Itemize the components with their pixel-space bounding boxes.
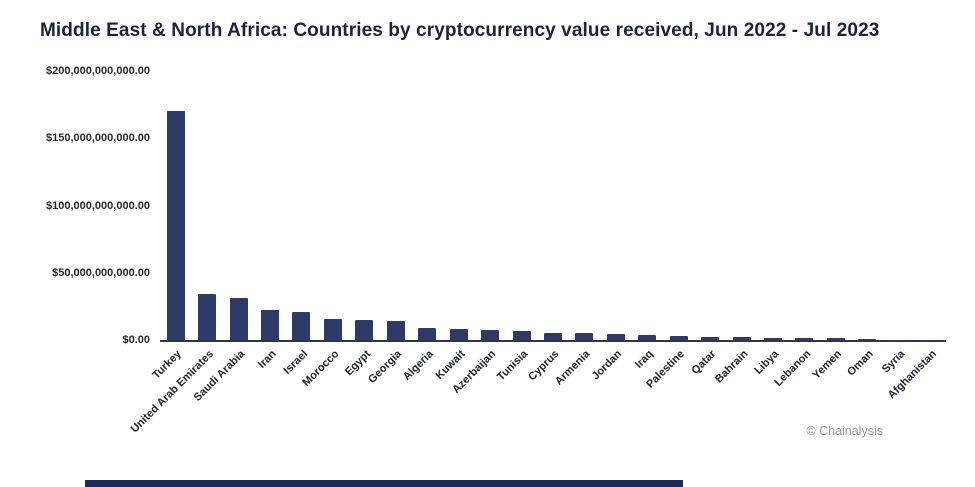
bar-kuwait <box>449 328 468 340</box>
x-tick-label: Algeria <box>400 348 436 383</box>
bar-slot: Azerbaijan <box>451 71 505 396</box>
bar-lebanon <box>795 337 814 340</box>
y-tick-label: $0.00 <box>122 334 150 346</box>
plot-area: Turkey United Arab Emirates Saudi Arabia Ir… <box>128 71 946 435</box>
bar-chart: Turkey United Arab Emirates Saudi Arabia Ir… <box>46 65 946 435</box>
bar-slot: Syria <box>880 71 914 376</box>
bar-slot: Libya <box>753 71 788 377</box>
bar-slot: Lebanon <box>772 71 820 389</box>
x-tick-label: Yemen <box>810 348 845 382</box>
x-tick-label: Qatar <box>689 348 719 377</box>
bar-united-arab-emirates <box>198 293 217 340</box>
bar-slot: Algeria <box>401 71 443 383</box>
bar-armenia <box>575 333 594 340</box>
y-tick-label: $100,000,000,000.00 <box>46 199 150 212</box>
bar-azerbaijan <box>481 330 500 340</box>
bar-jordan <box>606 333 625 340</box>
x-tick-label: Georgia <box>366 348 405 386</box>
bar-turkey <box>166 111 185 340</box>
bar-israel <box>292 312 311 340</box>
bar-palestine <box>669 335 688 340</box>
bar-yemen <box>826 337 845 340</box>
bar-egypt <box>355 319 374 340</box>
bar-iran <box>261 309 280 340</box>
bar-slot: Qatar <box>690 71 725 377</box>
y-tick-label: $150,000,000,000.00 <box>46 132 150 145</box>
bar-slot: Iraq <box>632 71 663 371</box>
x-tick-label: Israel <box>281 348 310 377</box>
bar-slot: Afghanistan <box>885 71 946 401</box>
bar-slot: Egypt <box>343 71 380 378</box>
bar-slot: Iran <box>254 71 285 371</box>
bar-slot: Oman <box>845 71 883 379</box>
bar-slot: Bahrain <box>713 71 757 385</box>
bar-slot: Jordan <box>590 71 631 382</box>
bar-slot: United Arab Emirates <box>128 71 222 435</box>
x-tick-label: Bahrain <box>712 348 751 386</box>
x-tick-label: Oman <box>845 348 876 379</box>
bar-slot: Tunisia <box>495 71 537 383</box>
bar-cyprus <box>543 333 562 340</box>
x-tick-label: Jordan <box>589 348 625 383</box>
bar-slot: Kuwait <box>433 71 474 382</box>
bar-bahrain <box>732 337 751 340</box>
bar-libya <box>764 337 783 340</box>
bar-slot: Georgia <box>366 71 411 386</box>
y-tick-label: $50,000,000,000.00 <box>52 266 150 279</box>
bottom-navy-bar <box>85 480 683 487</box>
bar-slot: Turkey <box>151 71 191 381</box>
x-tick-label: Syria <box>879 348 908 376</box>
bar-georgia <box>386 320 405 340</box>
bar-iraq <box>638 335 657 340</box>
y-tick-label: $200,000,000,000.00 <box>46 65 150 77</box>
chainalysis-watermark: © Chainalysis <box>806 424 883 438</box>
chart-title: Middle East & North Africa: Countries by… <box>40 20 880 41</box>
bar-tunisia <box>512 331 531 340</box>
bar-slot: Israel <box>281 71 317 377</box>
bar-algeria <box>418 328 437 340</box>
bar-slot: Morocco <box>300 71 348 389</box>
bar-slot: Yemen <box>811 71 851 382</box>
x-tick-label: Libya <box>752 348 782 377</box>
bar-saudi-arabia <box>229 298 248 340</box>
bar-slot: Palestine <box>645 71 694 391</box>
x-tick-label: Iran <box>255 348 279 371</box>
x-tick-label: Tunisia <box>494 348 531 384</box>
bar-morocco <box>323 318 342 340</box>
bar-slot: Cyprus <box>526 71 568 383</box>
bar-slot: Saudi Arabia <box>191 71 254 404</box>
x-tick-label: Iraq <box>633 348 656 371</box>
bar-slot: Armenia <box>553 71 600 388</box>
bar-qatar <box>701 336 720 340</box>
bar-oman <box>858 338 877 340</box>
